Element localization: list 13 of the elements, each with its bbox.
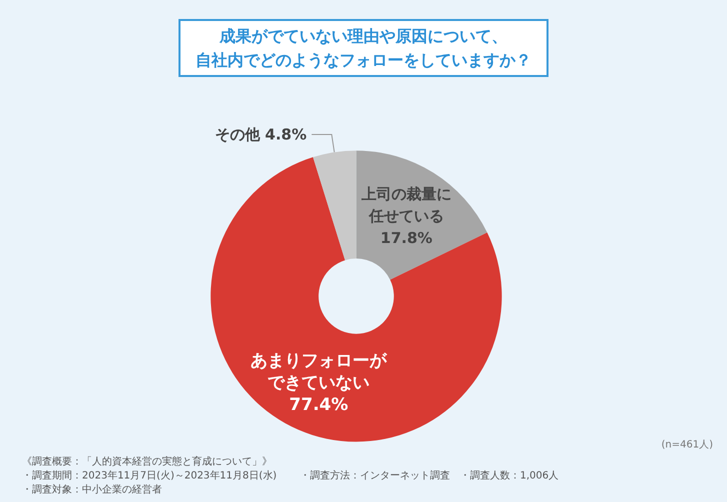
text: ・調査期間：2023年11月7日(火)～2023年11月8日(水) xyxy=(22,470,277,482)
chart-subtitle: 自社内でどのようなフォローをしていますか？ xyxy=(196,50,532,70)
data-label: 17.8% xyxy=(380,228,432,247)
slice-label: あまりフォローができていない xyxy=(250,351,388,394)
text: ・調査方法：インターネット調査 xyxy=(300,470,450,482)
chart-title: 成果がでていない理由や原因について、 xyxy=(218,26,508,46)
text: ・調査人数：1,006人 xyxy=(460,470,559,482)
text: 《調査概要：「人的資本経営の実態と育成について」》 xyxy=(22,456,272,468)
text: ・調査対象：中小企業の経営者 xyxy=(22,484,162,496)
data-label: 77.4% xyxy=(289,395,348,416)
slice-label: その他 4.8% xyxy=(214,125,307,144)
slice-label: 上司の裁量に任せている xyxy=(360,184,452,225)
text: (n=461人) xyxy=(661,440,714,450)
